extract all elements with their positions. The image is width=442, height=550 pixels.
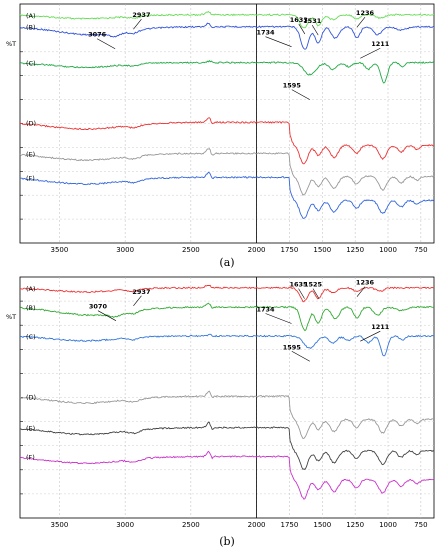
panel-a: 3500 3000 2500 2000 1750 1500 1250 1000 750 %T (A)…	[6, 3, 435, 269]
series-line	[19, 390, 434, 439]
annotation-arrow	[312, 288, 320, 299]
y-axis-label: %T	[6, 40, 16, 48]
annotation-arrow	[360, 47, 381, 59]
x-tick-label: 3500	[51, 521, 69, 529]
annotation-arrow	[298, 288, 305, 299]
peak-annotation: 1595	[283, 82, 302, 90]
series-line	[20, 421, 435, 470]
annotation-arrow	[360, 330, 381, 342]
peak-annotation: 1525	[304, 281, 323, 289]
peak-annotation: 3070	[89, 303, 108, 311]
peak-annotation: 1211	[371, 323, 390, 331]
x-tick-label: 2000	[248, 521, 266, 529]
plot-frame	[19, 276, 435, 519]
series-label: (F)	[26, 454, 35, 462]
annotation-arrow	[97, 310, 117, 321]
peak-annotation: 1531	[303, 17, 322, 25]
annotation-arrow	[265, 313, 292, 324]
series-label: (B)	[26, 24, 36, 32]
annotation-arrow	[291, 89, 310, 100]
series-label: (D)	[26, 119, 36, 127]
series-line	[19, 148, 435, 196]
annotation-arrow	[356, 286, 366, 297]
x-tick-label: 750	[414, 521, 427, 529]
series-line	[19, 117, 435, 165]
series-label: (F)	[26, 174, 35, 182]
peak-annotation: 2937	[132, 288, 150, 296]
series-label: (E)	[26, 150, 35, 158]
annotation-arrow	[298, 23, 306, 35]
series-label: (B)	[26, 304, 36, 312]
x-tick-label: 3500	[51, 246, 69, 254]
x-tick-label: 1250	[346, 246, 364, 254]
series-label: (E)	[26, 425, 35, 433]
peak-annotation: 1236	[356, 9, 375, 17]
series-line	[19, 302, 435, 332]
series-line	[19, 22, 435, 50]
x-tick-label: 750	[414, 246, 427, 254]
series-line	[19, 333, 434, 357]
series-line	[19, 284, 434, 303]
series-label: (A)	[26, 12, 36, 20]
panel-caption: (a)	[219, 256, 234, 269]
panel-b: 3500 3000 2500 2000 1750 1500 1250 1000 750 %T (A)…	[6, 276, 435, 548]
x-tick-label: 1750	[281, 246, 299, 254]
annotation-arrow	[97, 38, 116, 49]
x-tick-label: 1000	[379, 246, 397, 254]
series-line	[19, 10, 435, 29]
x-tick-label: 1500	[313, 246, 331, 254]
x-tick-label: 3000	[116, 521, 134, 529]
peak-annotation: 1734	[256, 29, 275, 37]
annotation-arrow	[311, 24, 319, 36]
x-tick-label: 1500	[313, 521, 331, 529]
x-tick-label: 2500	[182, 246, 200, 254]
peak-annotation: 1633	[290, 16, 308, 24]
series-label: (D)	[26, 393, 36, 401]
panel-caption: (b)	[219, 535, 235, 548]
series-label: (A)	[26, 285, 36, 293]
y-axis-label: %T	[6, 313, 16, 321]
peak-annotation: 1734	[256, 306, 275, 314]
annotation-arrow	[356, 16, 366, 28]
peak-annotation: 1635	[289, 281, 308, 289]
peak-annotation: 1595	[283, 343, 302, 351]
x-tick-label: 1250	[346, 521, 364, 529]
annotation-arrow	[133, 18, 142, 30]
series-label: (C)	[26, 333, 36, 341]
x-tick-label: 1000	[379, 521, 397, 529]
x-tick-label: 2000	[248, 246, 266, 254]
series-label: (C)	[26, 60, 36, 68]
series-line	[19, 450, 435, 500]
x-tick-label: 1750	[281, 521, 299, 529]
annotation-arrow	[265, 36, 292, 47]
annotation-arrow	[133, 295, 142, 307]
peak-annotation: 2937	[132, 11, 150, 19]
x-tick-label: 3000	[116, 246, 134, 254]
peak-annotation: 1236	[356, 279, 375, 287]
peak-annotation: 1211	[371, 40, 390, 48]
annotation-arrow	[291, 351, 310, 362]
peak-annotation: 3076	[88, 31, 107, 39]
series-line	[19, 59, 435, 84]
x-tick-label: 2500	[182, 521, 200, 529]
series-line	[19, 171, 435, 219]
